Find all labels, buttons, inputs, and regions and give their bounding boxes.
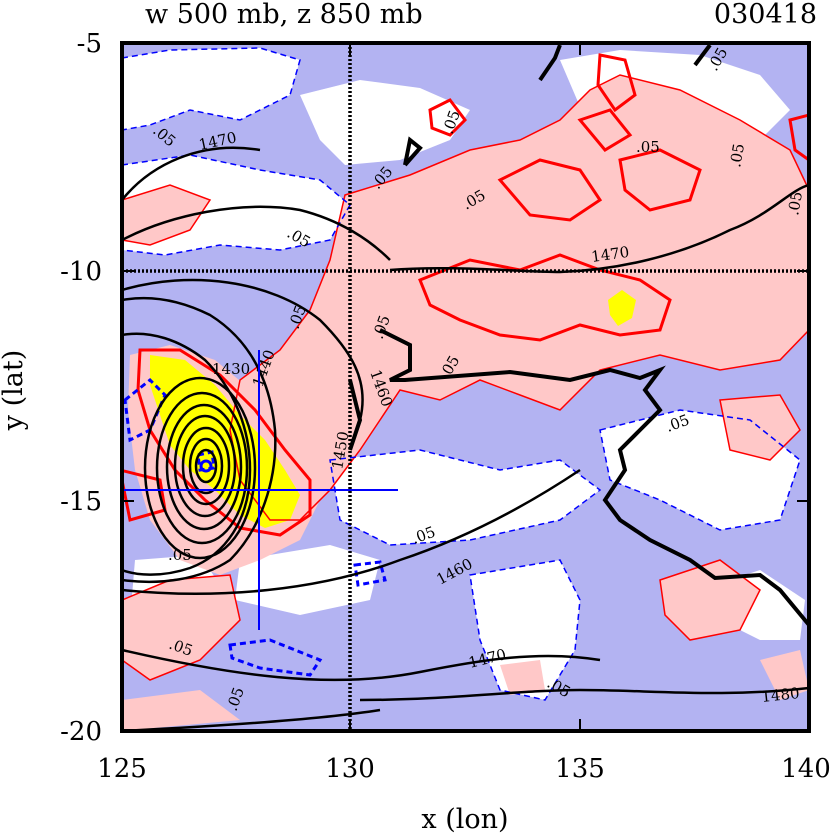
x-tick-label: 140 bbox=[781, 754, 831, 784]
y-axis-label: y (lat) bbox=[0, 350, 29, 432]
strong-positive-w-regions bbox=[150, 290, 636, 528]
chart-title: w 500 mb, z 850 mb bbox=[145, 0, 423, 30]
x-tick-labels: 125 130 135 140 bbox=[97, 754, 831, 784]
chart-date: 030418 bbox=[714, 0, 817, 30]
reference-grid bbox=[122, 43, 809, 731]
y-tick-label: -20 bbox=[60, 717, 102, 747]
plot-area: 1470 1470 1470 1460 1480 1430 1440 1450 … bbox=[122, 43, 809, 731]
x-tick-label: 125 bbox=[97, 754, 147, 784]
cyclone-center bbox=[199, 459, 213, 473]
contour-label: 1430 bbox=[212, 360, 250, 378]
track-crosshair bbox=[122, 350, 398, 630]
axis-ticks bbox=[122, 43, 809, 731]
height-contours bbox=[122, 43, 809, 731]
contour-label: .05 bbox=[168, 546, 192, 564]
y-tick-label: -5 bbox=[77, 29, 102, 59]
x-tick-label: 130 bbox=[325, 754, 375, 784]
x-axis-label: x (lon) bbox=[421, 804, 508, 835]
y-tick-label: -10 bbox=[60, 257, 102, 287]
x-tick-label: 135 bbox=[555, 754, 605, 784]
negative-w-contours bbox=[122, 47, 801, 701]
contour-label: 1470 bbox=[590, 243, 630, 266]
contour-label: .05 bbox=[784, 190, 806, 217]
contour-label: .05 bbox=[726, 142, 748, 169]
contour-label: .05 bbox=[636, 138, 660, 156]
y-tick-labels: -20 -15 -10 -5 bbox=[60, 29, 102, 747]
y-tick-label: -15 bbox=[60, 487, 102, 517]
contour-label: 1480 bbox=[761, 684, 801, 706]
plot-frame bbox=[120, 41, 811, 733]
neutral-w-regions bbox=[122, 48, 805, 700]
